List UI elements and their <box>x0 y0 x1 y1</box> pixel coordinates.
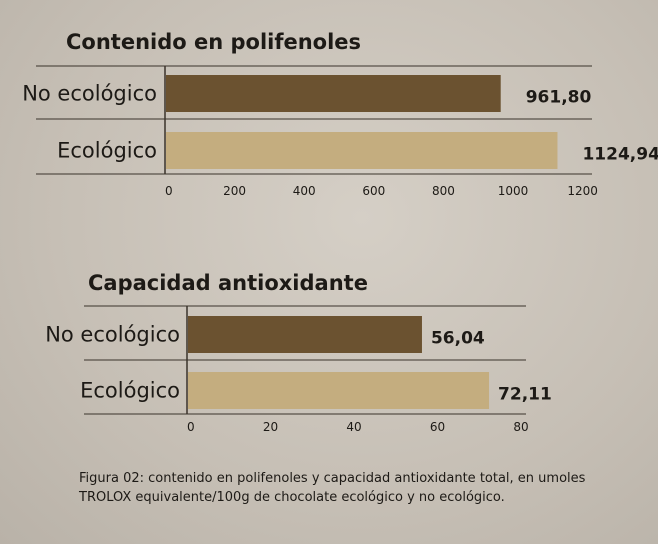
tick-label-antioxidante: 60 <box>430 420 445 434</box>
category-label-no-ecologico-antioxidante: No ecológico <box>45 323 180 347</box>
bar-no-ecologico-antioxidante <box>188 316 422 353</box>
bar-no-ecologico-polifenoles <box>166 75 501 112</box>
tick-label-antioxidante: 0 <box>187 420 195 434</box>
tick-label-polifenoles: 0 <box>165 184 173 198</box>
tick-label-polifenoles: 800 <box>432 184 455 198</box>
tick-label-antioxidante: 20 <box>263 420 278 434</box>
tick-label-polifenoles: 600 <box>362 184 385 198</box>
tick-label-polifenoles: 200 <box>223 184 246 198</box>
value-label-no-ecologico-polifenoles: 961,80 <box>526 88 592 108</box>
category-label-no-ecologico-polifenoles: No ecológico <box>22 82 157 106</box>
tick-label-polifenoles: 1000 <box>498 184 529 198</box>
tick-label-polifenoles: 1200 <box>567 184 598 198</box>
category-label-ecologico-polifenoles: Ecológico <box>57 139 157 163</box>
category-label-ecologico-antioxidante: Ecológico <box>80 379 180 403</box>
tick-label-antioxidante: 40 <box>346 420 361 434</box>
bar-ecologico-polifenoles <box>166 132 558 169</box>
bar-ecologico-antioxidante <box>188 372 490 409</box>
value-label-ecologico-polifenoles: 1124,94 <box>582 145 658 165</box>
value-label-no-ecologico-antioxidante: 56,04 <box>431 329 485 349</box>
chart-title-polifenoles: Contenido en polifenoles <box>66 30 361 54</box>
chart-title-antioxidante: Capacidad antioxidante <box>88 271 368 295</box>
tick-label-polifenoles: 400 <box>293 184 316 198</box>
value-label-ecologico-antioxidante: 72,11 <box>498 385 552 405</box>
tick-label-antioxidante: 80 <box>513 420 528 434</box>
figure-caption: Figura 02: contenido en polifenoles y ca… <box>79 471 586 505</box>
